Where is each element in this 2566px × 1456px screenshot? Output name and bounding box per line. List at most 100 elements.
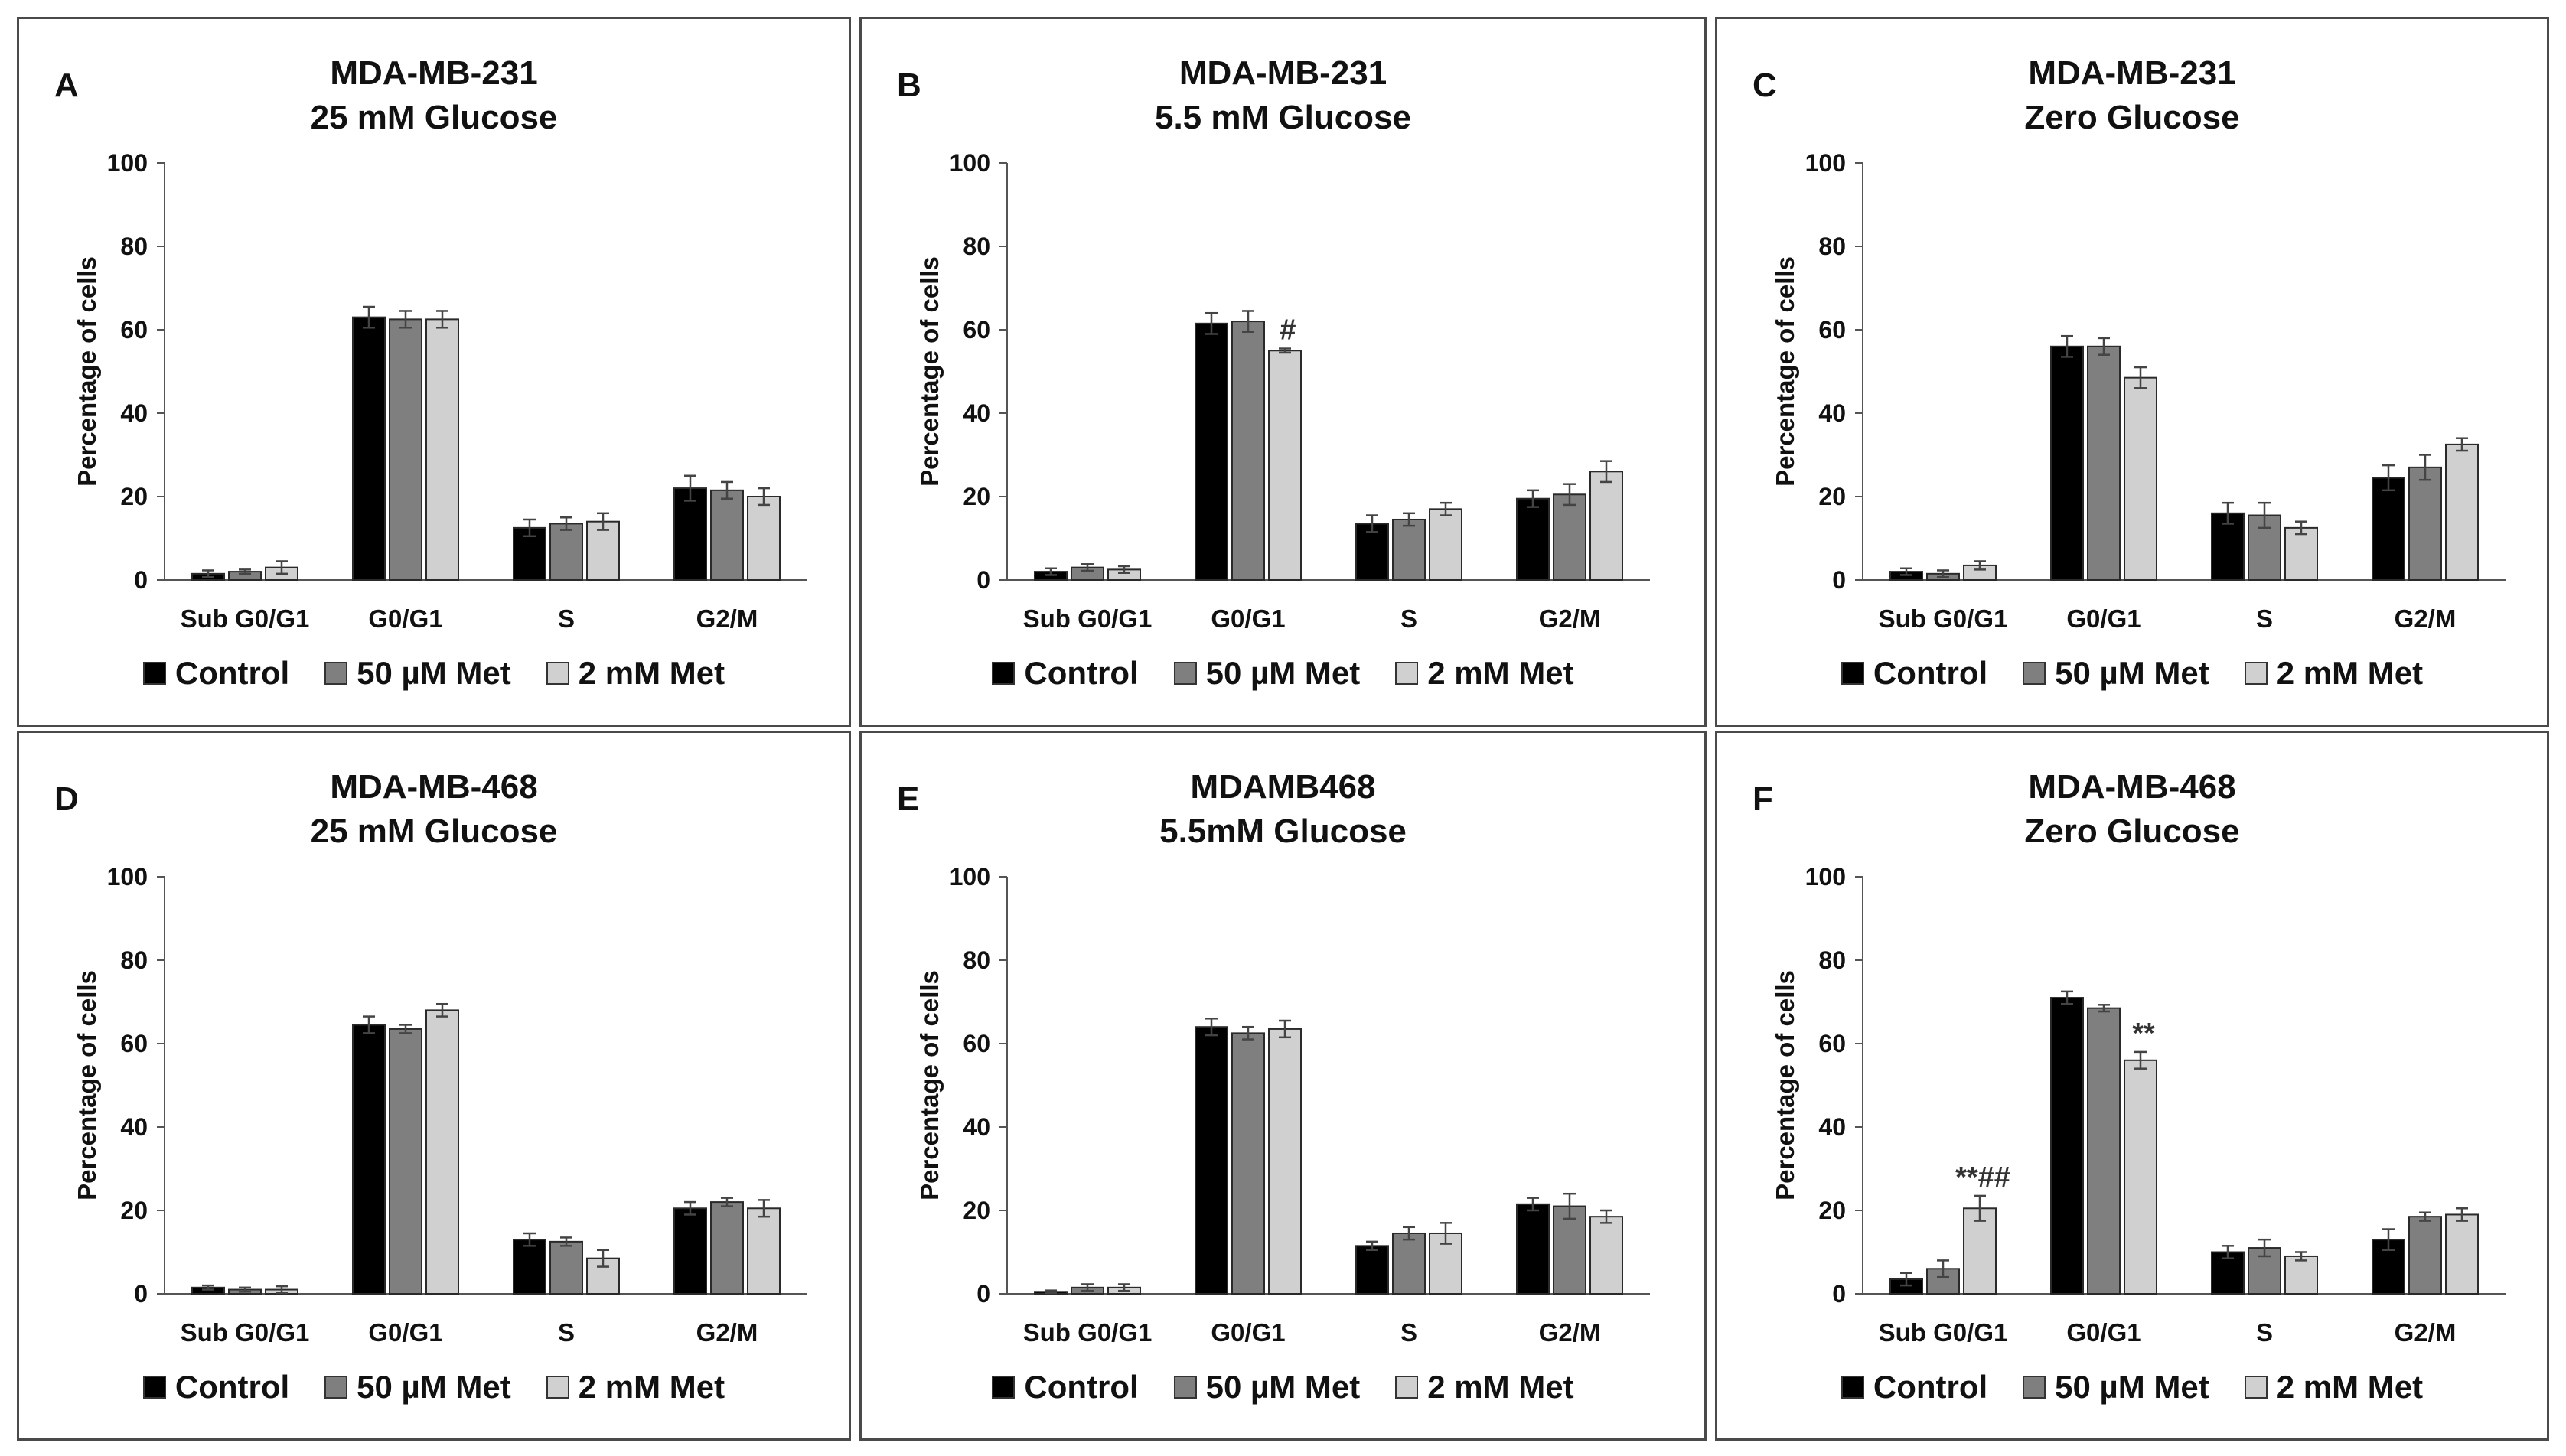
- bar-control-1: [2050, 345, 2084, 581]
- legend-label: 2 mM Met: [1427, 655, 1574, 691]
- error-bar: [758, 1199, 770, 1218]
- legend-label: 50 µM Met: [2055, 1369, 2209, 1405]
- error-bar: [1527, 1197, 1539, 1212]
- x-tick-label: G2/M: [696, 604, 758, 633]
- bar-control-3: [1516, 1203, 1550, 1295]
- chart-title: MDA-MB-231 5.5 mM Glucose: [862, 51, 1704, 140]
- y-tick-label: 60: [1818, 1030, 1846, 1057]
- error-bar: [684, 474, 696, 502]
- y-tick-label: 100: [107, 863, 148, 891]
- panel-letter: E: [897, 780, 920, 818]
- chart-title: MDA-MB-231 Zero Glucose: [1717, 51, 2547, 140]
- bar-chart: 0 20 40 60 80 100 Percentage of cells Sub G0/G1…: [915, 149, 1650, 633]
- error-bar: [1205, 311, 1218, 335]
- error-bar: [1563, 1192, 1576, 1220]
- error-bar: [1974, 560, 1986, 571]
- y-tick-label: 40: [1818, 399, 1846, 427]
- legend: Control 50 µM Met 2 mM Met: [862, 1369, 1704, 1406]
- y-axis-label: Percentage of cells: [73, 256, 101, 487]
- bar-control-2: [513, 1239, 546, 1295]
- legend-swatch: [324, 1376, 348, 1399]
- bar-chart: 0 20 40 60 80 100 Percentage of cells Sub G0/G1…: [1771, 863, 2506, 1347]
- x-tick-label: S: [558, 1318, 575, 1347]
- error-bar: [1600, 1209, 1612, 1224]
- chart-title-line: MDA-MB-468: [330, 768, 538, 806]
- error-bar: [1118, 565, 1130, 574]
- error-bar: [2382, 1228, 2395, 1252]
- error-bar: [436, 1002, 448, 1018]
- legend-label: 2 mM Met: [578, 655, 725, 691]
- legend-label: 50 µM Met: [357, 1369, 511, 1405]
- panel-letter: B: [897, 67, 921, 104]
- bar-control-1: [352, 316, 386, 581]
- significance-marker: **: [2132, 1018, 2155, 1050]
- legend-item: 2 mM Met: [1395, 655, 1574, 692]
- error-bar: [1403, 1226, 1415, 1241]
- y-tick-label: 20: [963, 1197, 990, 1224]
- bar-50-m-met-1: [389, 318, 422, 581]
- y-tick-label: 0: [977, 566, 990, 594]
- error-bar: [2222, 1245, 2234, 1259]
- y-tick-label: 20: [120, 483, 148, 510]
- error-bar: [1045, 1289, 1057, 1295]
- error-bar: [2061, 990, 2073, 1005]
- y-tick-label: 80: [963, 946, 990, 974]
- legend-label: 2 mM Met: [2276, 655, 2424, 691]
- chart-title-line: MDA-MB-231: [330, 54, 538, 92]
- x-tick-label: G0/G1: [1211, 604, 1285, 633]
- legend-label: 50 µM Met: [2055, 655, 2209, 691]
- legend-label: 2 mM Met: [578, 1369, 725, 1405]
- error-bar: [1937, 1259, 1949, 1278]
- legend-label: 50 µM Met: [1205, 1369, 1361, 1405]
- error-bar: [436, 310, 448, 329]
- bar-2-mm-met-3: [747, 1207, 781, 1295]
- panel-letter: F: [1753, 780, 1773, 818]
- chart-title-line: 25 mM Glucose: [310, 813, 558, 850]
- bar-50-m-met-2: [549, 523, 583, 581]
- bar-2-mm-met-2: [586, 520, 620, 581]
- legend-swatch: [992, 662, 1016, 685]
- legend-swatch: [2023, 1376, 2046, 1399]
- error-bar: [239, 1286, 251, 1293]
- x-tick-label: Sub G0/G1: [181, 1318, 310, 1347]
- legend-swatch: [142, 1376, 166, 1399]
- legend-item: Control: [142, 1369, 289, 1406]
- x-tick-label: G2/M: [696, 1318, 758, 1347]
- chart-title-line: 5.5mM Glucose: [1159, 813, 1407, 850]
- chart-panel-a: A MDA-MB-231 25 mM Glucose 0 20 40 60 80 100 Perc…: [17, 17, 851, 727]
- bar-50-m-met-3: [710, 1201, 744, 1295]
- panel-letter: D: [54, 780, 79, 818]
- bar-control-1: [1195, 322, 1228, 581]
- error-bar: [2419, 454, 2431, 481]
- error-bar: [1242, 310, 1254, 333]
- y-tick-label: 0: [134, 1280, 148, 1308]
- error-bar: [202, 569, 214, 578]
- bar-2-mm-met-2: [2284, 1255, 2318, 1295]
- bar-50-m-met-3: [2408, 1216, 2442, 1295]
- bar-2-mm-met-3: [1589, 1216, 1623, 1295]
- legend: Control 50 µM Met 2 mM Met: [1717, 655, 2547, 692]
- error-bar: [1900, 567, 1912, 576]
- error-bar: [560, 516, 572, 531]
- chart-title-line: MDA-MB-231: [1179, 54, 1387, 92]
- error-bar: [2295, 520, 2307, 536]
- error-bar: [276, 1285, 288, 1295]
- bar-chart: 0 20 40 60 80 100 Percentage of cells Sub G0/G1…: [915, 863, 1650, 1347]
- bar-2-mm-met-1: [2124, 1059, 2157, 1295]
- legend-label: 50 µM Met: [1205, 655, 1361, 691]
- x-tick-label: G0/G1: [2066, 1318, 2141, 1347]
- legend-swatch: [1841, 662, 1864, 685]
- bar-50-m-met-2: [1392, 1232, 1426, 1295]
- error-bar: [597, 1249, 609, 1268]
- error-bar: [2456, 1207, 2468, 1222]
- x-tick-label: G2/M: [2395, 604, 2457, 633]
- error-bar: [1527, 489, 1539, 508]
- legend: Control 50 µM Met 2 mM Met: [19, 655, 849, 692]
- legend-item: 2 mM Met: [2244, 1369, 2423, 1406]
- bar-2-mm-met-2: [2284, 526, 2318, 581]
- bar-50-m-met-2: [1392, 518, 1426, 581]
- chart-title-line: 5.5 mM Glucose: [1154, 99, 1411, 136]
- legend: Control 50 µM Met 2 mM Met: [19, 1369, 849, 1406]
- y-tick-label: 100: [107, 149, 148, 177]
